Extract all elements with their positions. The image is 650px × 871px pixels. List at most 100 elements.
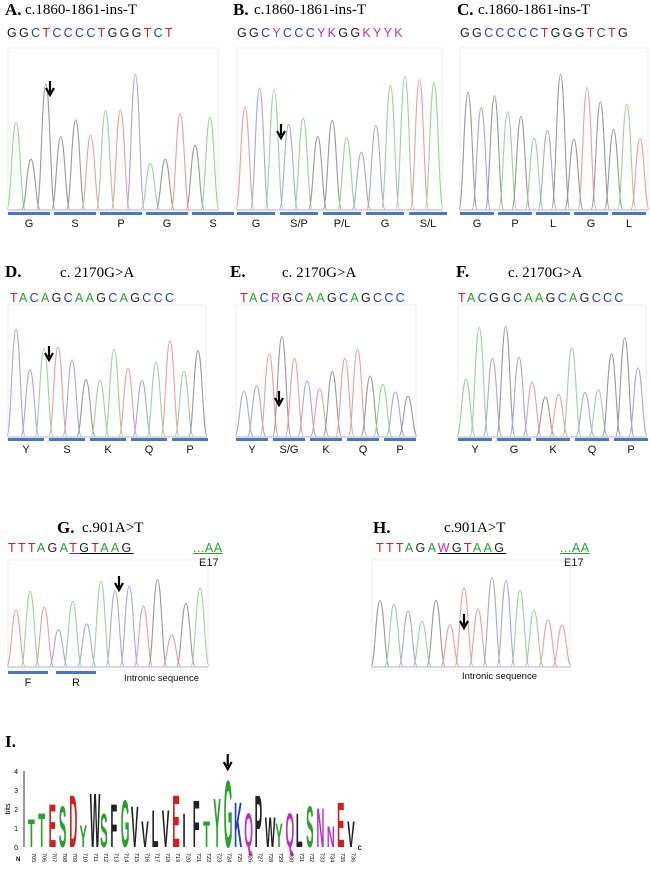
- sequence-base: K: [362, 26, 373, 40]
- sequence-base: A: [249, 291, 260, 305]
- logo-position-label: 712: [102, 853, 108, 862]
- chromatogram-peak: [412, 620, 432, 667]
- logo-position-label: 726: [246, 853, 252, 862]
- sequence-base: C: [484, 26, 496, 40]
- amino-acid-label: G: [380, 218, 390, 230]
- panel-title-g: c.901A>T: [82, 520, 144, 536]
- chromatogram-peak: [48, 629, 68, 667]
- sequence-base: T: [97, 26, 108, 40]
- codon-bar: [310, 438, 342, 441]
- codon-bar: [409, 212, 447, 215]
- panel-label-d: D.: [5, 262, 22, 281]
- chromatogram-peak: [104, 348, 124, 437]
- amino-acid-label: S: [71, 218, 79, 230]
- intronic-label-g: Intronic sequence: [124, 673, 199, 684]
- logo-position-label: 713: [112, 853, 118, 862]
- chromatogram-peak: [496, 580, 516, 667]
- sequence-h-tail: ...AA: [560, 541, 590, 555]
- chromatogram-peak: [190, 587, 210, 667]
- logo-letter: S: [100, 806, 107, 858]
- sequence-base: T: [540, 26, 551, 40]
- logo-position-label: 730: [288, 853, 294, 862]
- sequence-base: C: [74, 26, 87, 40]
- chromatogram-peak: [185, 144, 205, 210]
- chromatogram-peak: [140, 162, 160, 210]
- amino-acid-label: Q: [144, 444, 154, 456]
- chromatogram-peak: [373, 383, 393, 437]
- logo-position-label: 720: [185, 853, 191, 862]
- chromatogram-peak: [562, 347, 582, 437]
- logo-position-label: 710: [82, 853, 88, 862]
- chromatogram-peak: [538, 619, 558, 667]
- logo-mutation-arrow-icon: [222, 754, 233, 772]
- chromatogram-peak: [20, 369, 40, 437]
- amino-acid-label: G: [509, 444, 519, 456]
- sequence-base: C: [29, 291, 41, 305]
- logo-position-label: 714: [123, 853, 129, 862]
- sequence-base: C: [495, 26, 507, 40]
- amino-acid-label: S/P: [290, 218, 308, 230]
- codon-bar: [612, 212, 646, 215]
- chromatogram-peak: [615, 337, 635, 437]
- sequence-base: T: [164, 26, 175, 40]
- sequence-base: C: [261, 26, 273, 40]
- sequence-base: G: [494, 541, 507, 555]
- sequence-base: G: [579, 291, 592, 305]
- sequence-base: T: [395, 541, 405, 555]
- chromatogram-peak: [351, 151, 371, 210]
- logo-position-label: 729: [277, 853, 283, 862]
- panel-title-a: c.1860-1861-ins-T: [25, 2, 138, 18]
- codon-bar: [54, 212, 96, 215]
- amino-acid-label: K: [322, 444, 330, 456]
- chromatogram-peak: [297, 380, 317, 437]
- chromatogram-peak: [36, 83, 56, 210]
- chromatogram-peak: [482, 576, 502, 667]
- panel-title-d: c. 2170G>A: [60, 265, 135, 281]
- logo-position-label: 721: [195, 853, 201, 862]
- chromatogram-peak: [76, 379, 96, 437]
- sequence-base: A: [59, 541, 70, 555]
- chromatogram-peak: [51, 136, 71, 210]
- amino-acid-label: K: [104, 444, 112, 456]
- amino-acid-label: Q: [587, 444, 597, 456]
- sequence-base: G: [574, 26, 587, 40]
- logo-position-label: 735: [339, 853, 345, 862]
- chromatogram-peak: [91, 580, 111, 667]
- codon-bar: [384, 438, 416, 441]
- amino-acid-label: L: [549, 218, 557, 230]
- logo-position-label: 716: [143, 853, 149, 862]
- sequence-base: G: [472, 26, 485, 40]
- codon-bar: [614, 438, 648, 441]
- amino-acid-label: P/L: [333, 218, 351, 230]
- chromatogram-frame: [7, 559, 209, 671]
- sequence-base: G: [47, 541, 60, 555]
- amino-acid-label: S/G: [279, 444, 299, 456]
- chromatogram-peak: [496, 325, 516, 437]
- chromatogram-peak: [360, 375, 380, 437]
- sequence-base: C: [259, 291, 271, 305]
- chromatogram-peak: [6, 609, 26, 667]
- sequence-base: C: [31, 26, 43, 40]
- codon-bar: [49, 438, 85, 441]
- logo-letter: Y: [213, 786, 220, 863]
- logo-position-label: 731: [298, 853, 304, 862]
- panel-title-b: c.1860-1861-ins-T: [254, 2, 367, 18]
- chromatogram-peak: [395, 75, 415, 210]
- logo-position-label: 724: [226, 853, 232, 862]
- panel-label-a: A.: [5, 0, 22, 19]
- sequence-base: G: [501, 291, 514, 305]
- chromatogram-peak: [6, 121, 26, 210]
- chromatogram-peak: [160, 340, 180, 437]
- logo-position-label: 708: [61, 853, 67, 862]
- sequence-base: C: [153, 291, 165, 305]
- amino-acid-label: S/L: [419, 218, 437, 230]
- sequence-base: C: [63, 26, 75, 40]
- panel-title-f: c. 2170G>A: [508, 265, 583, 281]
- logo-position-label: 733: [318, 853, 324, 862]
- codon-bar: [323, 212, 361, 215]
- sequence-c: GGCCCCCTGGGTCTG: [460, 26, 630, 40]
- sequence-d: TACAGCAAGCAGCCC: [10, 291, 176, 305]
- sequence-base: G: [326, 291, 339, 305]
- chromatogram-peak: [424, 81, 444, 210]
